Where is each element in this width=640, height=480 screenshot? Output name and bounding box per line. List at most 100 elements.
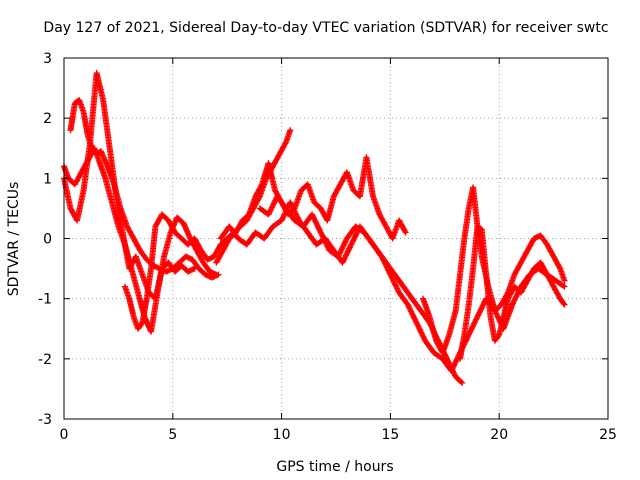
y-tick-label: 2: [43, 111, 52, 127]
data-point: [412, 318, 419, 325]
data-point: [560, 300, 567, 307]
data-point: [496, 303, 503, 310]
data-point: [445, 333, 452, 340]
data-point: [198, 256, 205, 263]
data-point: [257, 184, 264, 191]
data-point: [224, 238, 231, 245]
data-point: [560, 276, 567, 283]
data-point: [276, 219, 283, 226]
data-point: [101, 173, 108, 180]
data-point: [368, 239, 375, 246]
data-point: [152, 225, 159, 232]
data-point: [137, 322, 144, 329]
data-point: [123, 221, 130, 228]
data-point: [473, 315, 480, 322]
y-tick-label: 0: [43, 232, 52, 248]
y-tick-label: 1: [43, 171, 52, 187]
data-point: [529, 268, 536, 275]
data-point: [376, 251, 383, 258]
series-track-c: [67, 97, 222, 281]
data-point: [134, 288, 141, 295]
data-point: [347, 242, 354, 249]
data-point: [555, 262, 562, 269]
data-point: [549, 250, 556, 257]
x-tick-label: 10: [273, 427, 291, 443]
data-point: [67, 203, 74, 210]
data-point: [196, 244, 203, 251]
data-point: [556, 264, 563, 271]
data-point: [516, 262, 523, 269]
data-point: [386, 270, 393, 277]
x-tick-label: 0: [60, 427, 69, 443]
data-point: [375, 209, 382, 216]
data-point: [80, 107, 87, 114]
data-point: [129, 232, 136, 239]
data-point: [251, 194, 258, 201]
data-point: [271, 185, 278, 192]
series-track-g: [256, 193, 568, 374]
data-point: [237, 220, 244, 227]
data-point: [330, 194, 337, 201]
data-point: [401, 226, 408, 233]
data-point: [535, 261, 542, 268]
data-point: [117, 203, 124, 210]
series-track-f: [217, 199, 466, 386]
data-point: [429, 347, 436, 354]
data-point: [315, 203, 322, 210]
y-tick-label: -3: [38, 412, 52, 428]
y-tick-label: -2: [38, 352, 52, 368]
data-point: [515, 287, 522, 294]
data-point: [218, 250, 225, 257]
series-track-i: [457, 223, 568, 362]
data-point: [476, 224, 483, 231]
data-point: [317, 228, 324, 235]
data-point: [76, 171, 83, 178]
data-point: [457, 377, 464, 384]
data-point: [216, 244, 223, 251]
data-point: [407, 293, 414, 300]
data-point: [335, 184, 342, 191]
data-point: [138, 320, 145, 327]
data-point: [508, 303, 515, 310]
data-point: [125, 294, 132, 301]
data-point: [130, 312, 137, 319]
data-point: [369, 191, 376, 198]
data-point: [176, 233, 183, 240]
axis-ticks: 0 5 10 15 20 25 -3 -2 -1 0 1 2 3: [38, 51, 617, 443]
data-point: [500, 315, 507, 322]
data-point: [523, 280, 530, 287]
data-point: [495, 332, 502, 339]
data-point: [170, 226, 177, 233]
data-point: [559, 299, 566, 306]
x-tick-label: 15: [381, 427, 399, 443]
data-point: [542, 268, 549, 275]
data-point: [302, 227, 309, 234]
data-point: [190, 266, 197, 273]
data-point: [560, 282, 567, 289]
data-point: [542, 238, 549, 245]
x-tick-label: 5: [168, 427, 177, 443]
data-point: [401, 228, 408, 235]
grid: [64, 58, 608, 419]
data-points: [61, 70, 568, 386]
y-axis-label: SDTVAR / TECUs: [6, 182, 22, 297]
data-point: [529, 238, 536, 245]
data-point: [358, 227, 365, 234]
data-point: [141, 253, 148, 260]
data-point: [286, 128, 293, 135]
data-point: [558, 281, 565, 288]
data-point: [426, 312, 433, 319]
x-tick-label: 25: [599, 427, 617, 443]
data-point: [204, 266, 211, 273]
data-point: [174, 261, 181, 268]
data-point: [258, 182, 265, 189]
data-point: [182, 266, 189, 273]
data-point: [281, 203, 288, 210]
data-point: [549, 280, 556, 287]
data-point: [95, 155, 102, 162]
data-point: [281, 141, 288, 148]
data-point: [504, 297, 511, 304]
data-point: [200, 269, 207, 276]
data-point: [289, 215, 296, 222]
